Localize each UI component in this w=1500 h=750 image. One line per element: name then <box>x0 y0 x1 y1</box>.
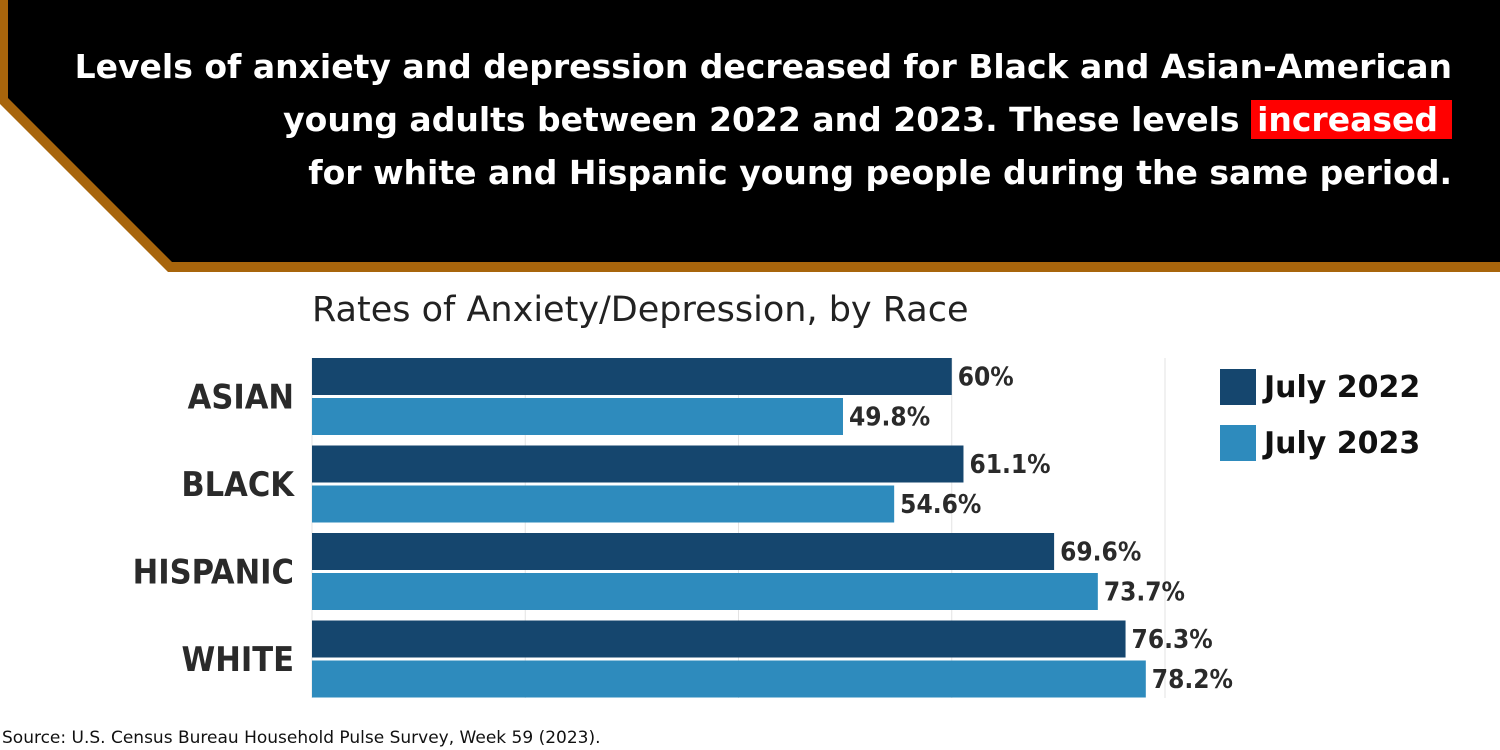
legend-label-2023: July 2023 <box>1264 425 1421 461</box>
legend-item-2022: July 2022 <box>1220 368 1420 406</box>
source-note: Source: U.S. Census Bureau Household Pul… <box>2 728 601 748</box>
legend: July 2022 July 2023 <box>1220 368 1420 480</box>
category-label-black: BLACK <box>181 465 295 505</box>
chart-title: Rates of Anxiety/Depression, by Race <box>312 290 969 330</box>
bar-chart: ASIAN 60% 49.8% BLACK 61.1% 54.6% HISPANIC 69.6… <box>133 358 1233 698</box>
legend-swatch-2022 <box>1220 369 1256 405</box>
value-label-asian-july-2023: 49.8% <box>849 403 930 433</box>
bar-black-july-2023 <box>312 485 895 523</box>
legend-swatch-2023 <box>1220 425 1256 461</box>
bar-hispanic-july-2023 <box>312 573 1098 610</box>
banner-background <box>8 0 1500 262</box>
legend-item-2023: July 2023 <box>1220 424 1420 462</box>
bar-white-july-2023 <box>312 660 1146 698</box>
bar-white-july-2022 <box>312 620 1126 658</box>
bar-hispanic-july-2022 <box>312 533 1055 570</box>
value-label-black-july-2022: 61.1% <box>969 450 1050 480</box>
category-label-hispanic: HISPANIC <box>133 553 294 593</box>
headline-highlight: increased <box>1251 100 1452 139</box>
headline-text: Levels of anxiety and depression decreas… <box>52 40 1452 199</box>
headline-part-1: Levels of anxiety and depression decreas… <box>74 47 1452 139</box>
value-label-white-july-2022: 76.3% <box>1132 625 1213 655</box>
category-label-asian: ASIAN <box>188 378 294 418</box>
value-label-hispanic-july-2022: 69.6% <box>1060 538 1141 568</box>
bar-asian-july-2023 <box>312 398 843 435</box>
headline-banner <box>0 0 1500 272</box>
bar-black-july-2022 <box>312 445 964 483</box>
category-label-white: WHITE <box>182 640 295 680</box>
value-label-black-july-2023: 54.6% <box>900 490 981 520</box>
value-label-white-july-2023: 78.2% <box>1152 665 1233 695</box>
value-label-hispanic-july-2023: 73.7% <box>1104 578 1185 608</box>
headline-part-2: for white and Hispanic young people duri… <box>308 153 1452 192</box>
legend-label-2022: July 2022 <box>1264 369 1421 405</box>
bar-asian-july-2022 <box>312 358 952 395</box>
value-label-asian-july-2022: 60% <box>958 363 1014 393</box>
